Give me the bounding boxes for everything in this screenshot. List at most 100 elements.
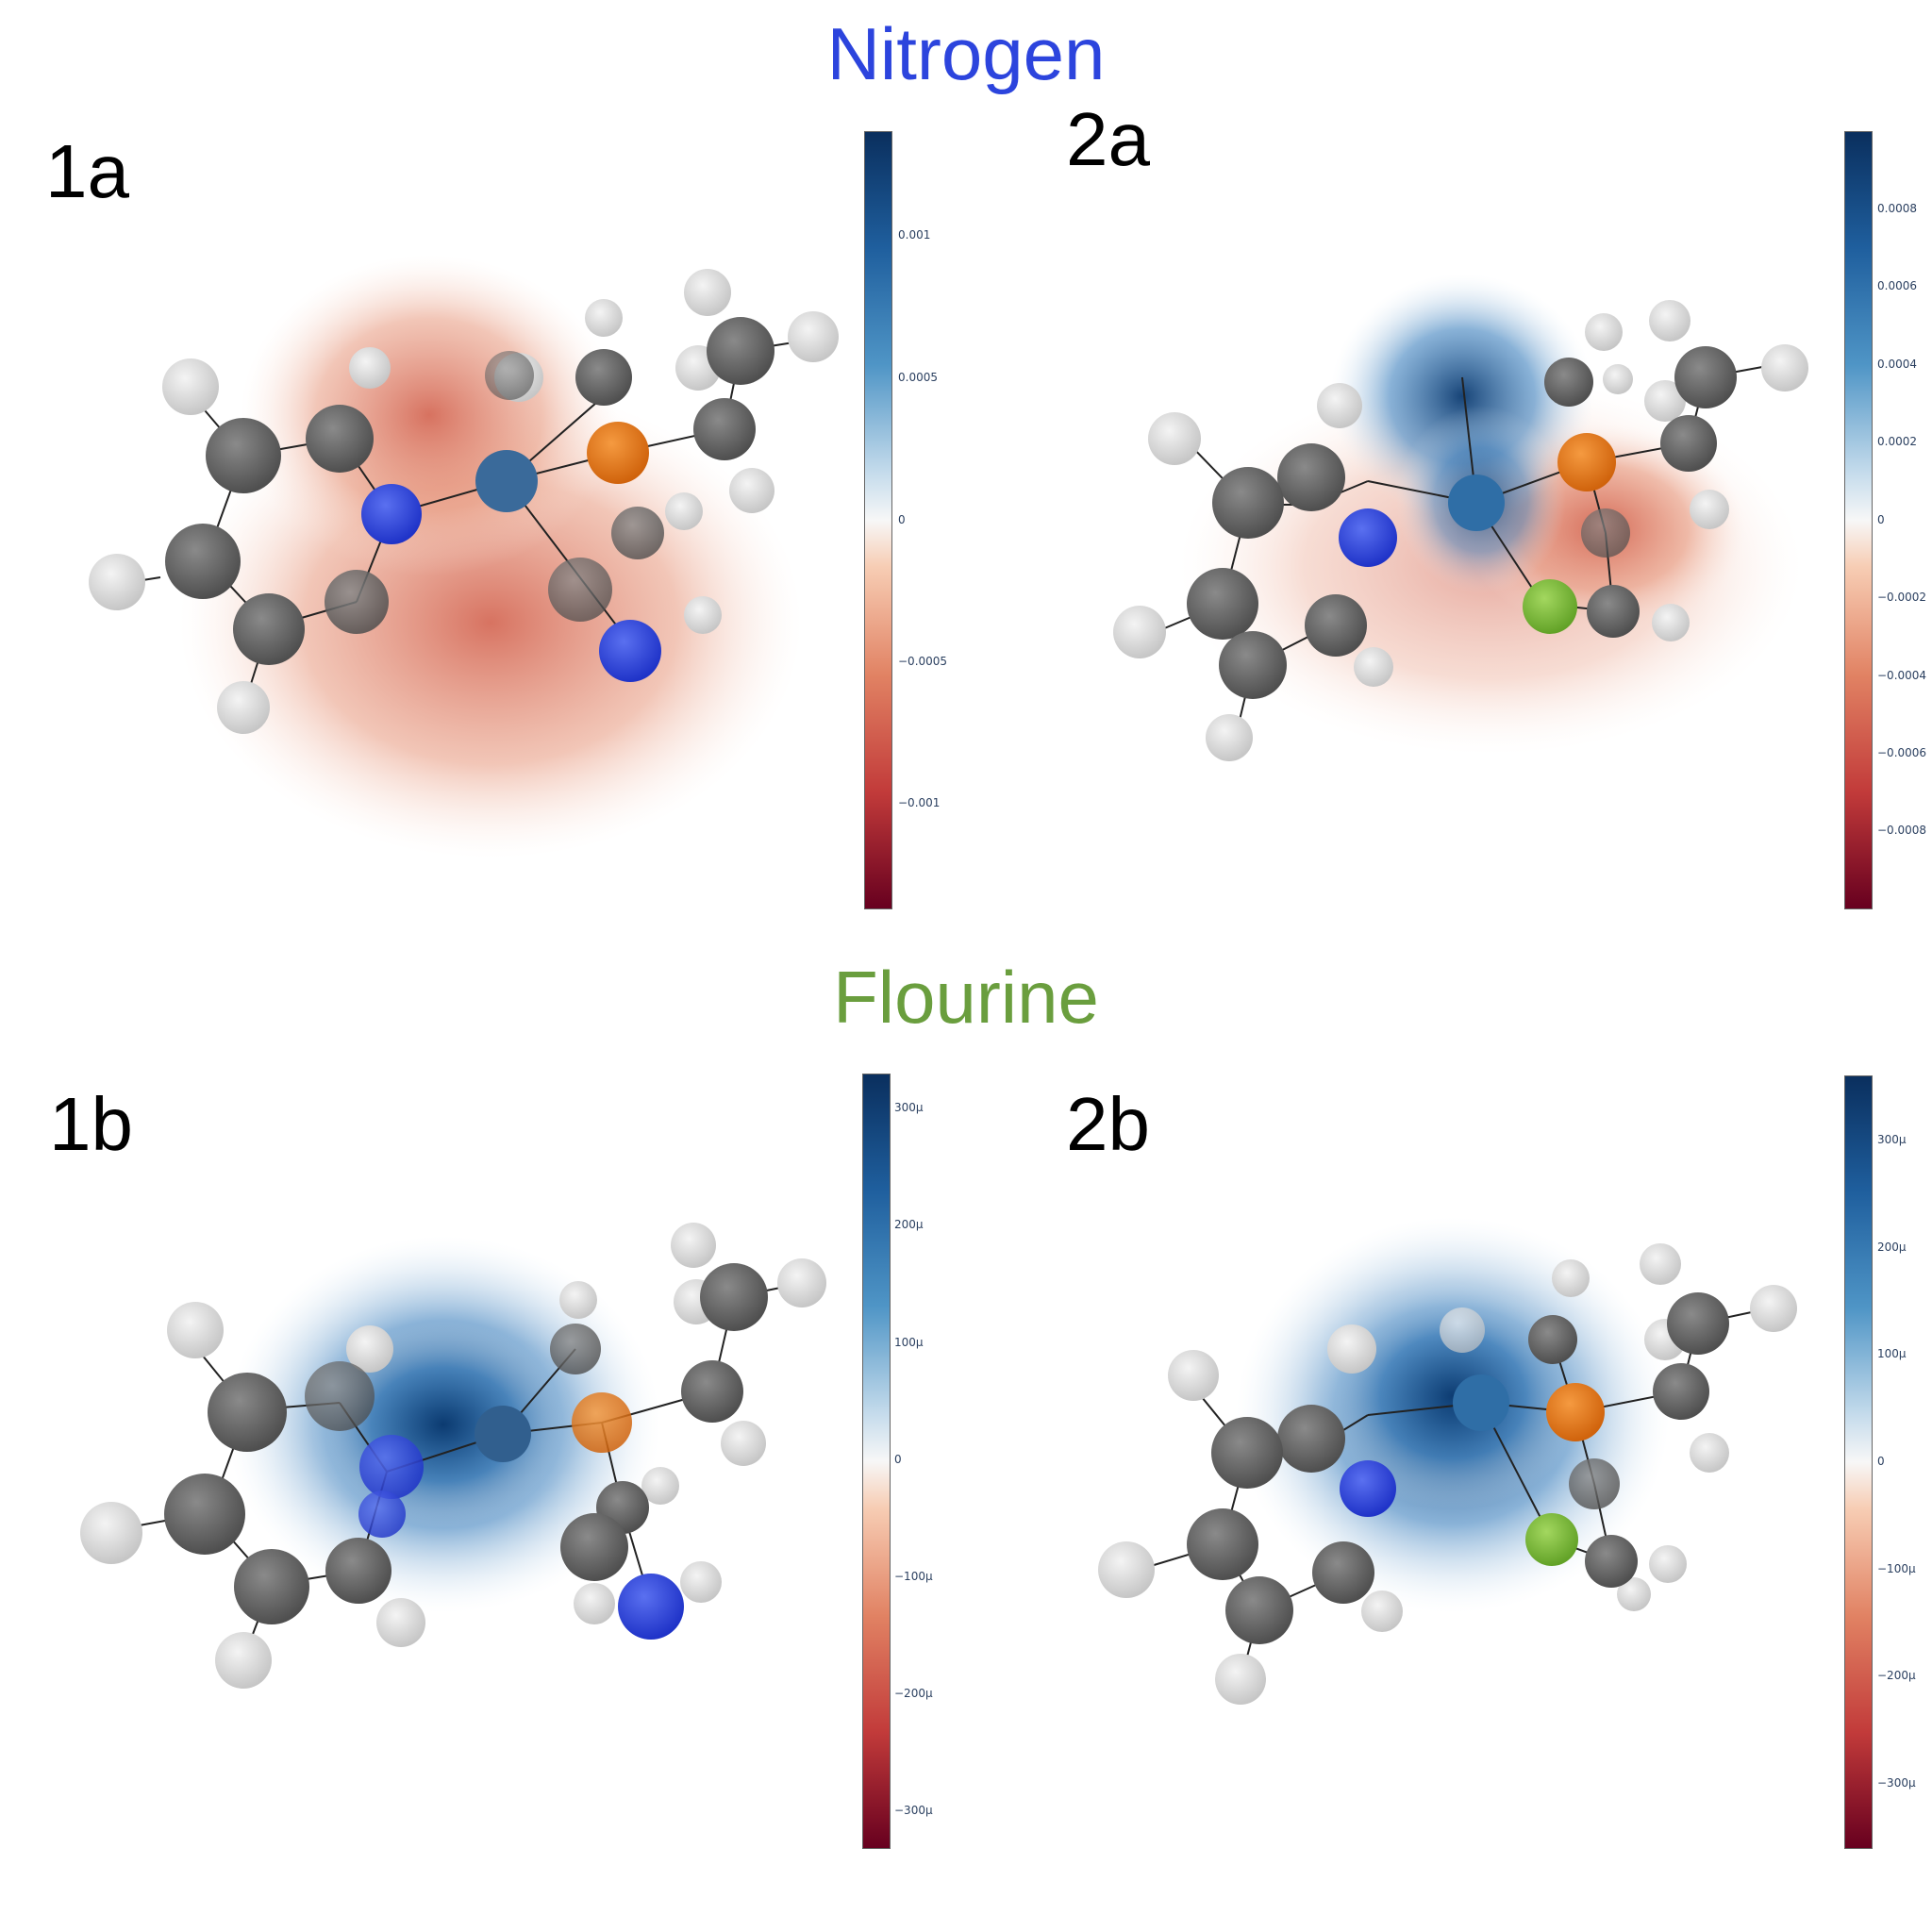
carbon-atom	[550, 1324, 601, 1374]
hydrogen-atom	[349, 347, 391, 389]
tick-label-1a-4: −0.001	[898, 796, 941, 809]
carbon-atom	[575, 349, 632, 406]
hydrogen-atom	[1617, 1577, 1651, 1611]
hydrogen-atom	[684, 269, 731, 316]
hydrogen-atom	[1440, 1307, 1485, 1353]
tick-label-2a-1: 0.0006	[1877, 279, 1917, 292]
carbon-atom	[1667, 1292, 1729, 1355]
nitrogen-atom	[359, 1435, 424, 1499]
carbon-atom	[1312, 1541, 1374, 1604]
hydrogen-atom	[1168, 1350, 1219, 1401]
tick-label-1b-2: 100μ	[894, 1336, 924, 1349]
carbon-atom	[164, 1474, 245, 1555]
hydrogen-atom	[641, 1467, 679, 1505]
tick-label-2b-4: −100μ	[1877, 1562, 1916, 1575]
hydrogen-atom	[376, 1598, 425, 1647]
tick-label-2b-0: 300μ	[1877, 1133, 1907, 1146]
hydrogen-atom	[1585, 313, 1623, 351]
panel-label: 1b	[49, 1082, 133, 1166]
carbon-atom	[1587, 585, 1640, 638]
carbon-atom	[700, 1263, 768, 1331]
hydrogen-atom	[1750, 1285, 1797, 1332]
phosphorus-atom	[572, 1392, 632, 1453]
tick-label-2a-2: 0.0004	[1877, 358, 1917, 371]
molecule-scene-2b	[1098, 1217, 1797, 1705]
hydrogen-atom	[1317, 383, 1362, 428]
hydrogen-atom	[1649, 1545, 1687, 1583]
hydrogen-atom	[1361, 1591, 1403, 1632]
nitrogen-atom	[599, 620, 661, 682]
tick-label-1b-4: −100μ	[894, 1570, 933, 1583]
hydrogen-atom	[1113, 606, 1166, 658]
hydrogen-atom	[215, 1632, 272, 1689]
carbon-atom	[305, 1361, 375, 1431]
tick-label-1a-2: 0	[898, 513, 906, 526]
hydrogen-atom	[80, 1502, 142, 1564]
carbon-atom	[1277, 443, 1345, 511]
tick-label-1b-5: −200μ	[894, 1687, 933, 1700]
carbon-atom	[1674, 346, 1737, 408]
carbon-atom	[475, 450, 538, 512]
tick-label-2b-1: 200μ	[1877, 1241, 1907, 1254]
hydrogen-atom	[1640, 1243, 1681, 1285]
carbon-atom	[681, 1360, 743, 1423]
tick-label-1b-0: 300μ	[894, 1101, 924, 1114]
nitrogen-atom	[1339, 508, 1397, 567]
carbon-atom	[1569, 1458, 1620, 1509]
nitrogen-atom	[358, 1491, 406, 1538]
tick-label-1a-3: −0.0005	[898, 655, 948, 668]
carbon-atom	[1219, 631, 1287, 699]
carbon-atom	[548, 558, 612, 622]
colorbar-2b	[1844, 1075, 1873, 1849]
hydrogen-atom	[346, 1325, 393, 1373]
carbon-atom	[1211, 1417, 1283, 1489]
colorbar-1b	[862, 1074, 891, 1849]
tick-label-2b-5: −200μ	[1877, 1669, 1916, 1682]
carbon-atom	[1305, 594, 1367, 657]
hydrogen-atom	[1098, 1541, 1155, 1598]
carbon-atom	[1581, 508, 1630, 558]
tick-label-2b-3: 0	[1877, 1455, 1885, 1468]
hydrogen-atom	[680, 1561, 722, 1603]
carbon-atom	[306, 405, 374, 473]
hydrogen-atom	[574, 1583, 615, 1624]
tick-label-2b-6: −300μ	[1877, 1776, 1916, 1790]
carbon-atom	[206, 418, 281, 493]
carbon-atom	[560, 1513, 628, 1581]
carbon-atom	[1187, 1508, 1258, 1580]
hydrogen-atom	[1690, 490, 1729, 529]
phosphorus-atom	[1546, 1383, 1605, 1441]
hydrogen-atom	[1215, 1654, 1266, 1705]
molecule-scene-1b	[80, 1223, 826, 1689]
nitrogen-atom	[361, 484, 422, 544]
tick-label-2a-6: −0.0004	[1877, 669, 1927, 682]
carbon-atom	[1448, 475, 1505, 531]
hydrogen-atom	[585, 299, 623, 337]
tick-label-1a-0: 0.001	[898, 228, 931, 242]
carbon-atom	[234, 1549, 309, 1624]
carbon-atom	[325, 1538, 391, 1604]
carbon-atom	[1653, 1363, 1709, 1420]
hydrogen-atom	[788, 311, 839, 362]
panel-label: 2a	[1066, 97, 1150, 181]
panel-label: 1a	[45, 129, 129, 213]
hydrogen-atom	[1148, 412, 1201, 465]
hydrogen-atom	[729, 468, 774, 513]
tick-label-2a-5: −0.0002	[1877, 591, 1927, 604]
hydrogen-atom	[684, 596, 722, 634]
carbon-atom	[1528, 1315, 1577, 1364]
tick-label-2b-2: 100μ	[1877, 1347, 1907, 1360]
hydrogen-atom	[559, 1281, 597, 1319]
tick-label-2a-4: 0	[1877, 513, 1885, 526]
carbon-atom	[1187, 568, 1258, 640]
carbon-atom	[325, 570, 389, 634]
carbon-atom	[707, 317, 774, 385]
tick-label-2a-0: 0.0008	[1877, 202, 1917, 215]
phosphorus-atom	[1557, 433, 1616, 491]
phosphorus-atom	[587, 422, 649, 484]
density-cloud	[241, 255, 618, 575]
tick-label-1b-3: 0	[894, 1453, 902, 1466]
carbon-atom	[1277, 1405, 1345, 1473]
hydrogen-atom	[721, 1421, 766, 1466]
hydrogen-atom	[89, 554, 145, 610]
